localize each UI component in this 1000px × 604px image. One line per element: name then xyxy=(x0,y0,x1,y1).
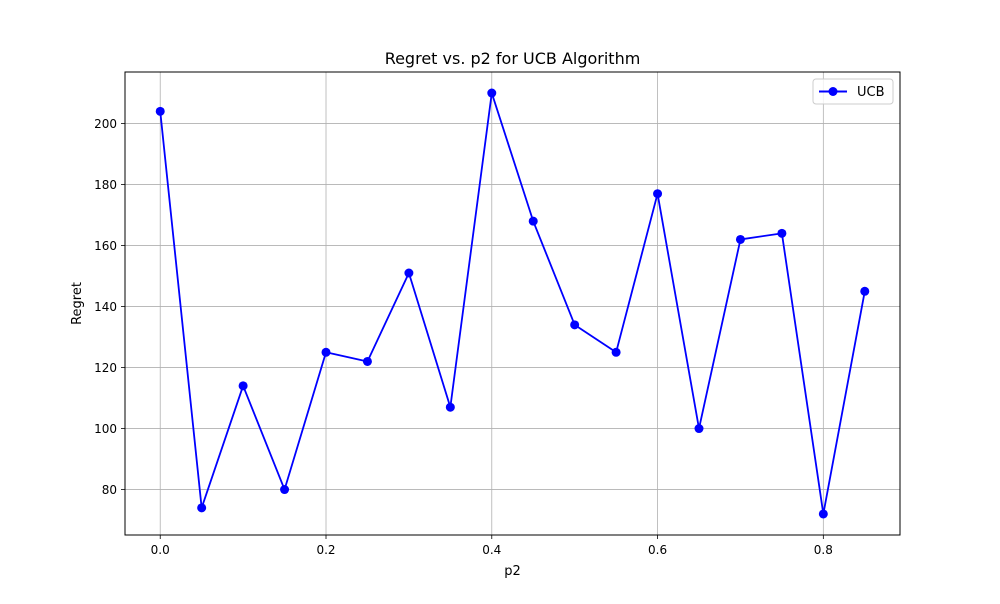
series-layer xyxy=(155,88,870,519)
chart-title: Regret vs. p2 for UCB Algorithm xyxy=(385,49,641,68)
data-point xyxy=(570,320,580,330)
x-tick-label: 0.8 xyxy=(814,543,833,557)
data-point xyxy=(653,189,663,199)
legend-label: UCB xyxy=(857,85,885,100)
data-point xyxy=(280,485,290,495)
data-point xyxy=(321,347,331,357)
data-point xyxy=(860,286,870,296)
x-tick-label: 0.0 xyxy=(151,543,170,557)
ticks-layer: 0.0 0.2 0.4 0.6 0.8 80 100 120 140 160 180 200 xyxy=(94,117,833,557)
x-axis-label: p2 xyxy=(504,564,521,579)
data-point xyxy=(694,424,704,434)
y-tick-label: 200 xyxy=(94,117,117,131)
x-tick-label: 0.4 xyxy=(482,543,501,557)
data-point xyxy=(818,509,828,519)
x-tick-label: 0.2 xyxy=(316,543,335,557)
data-point xyxy=(362,356,372,366)
grid-layer xyxy=(125,72,900,535)
legend-box xyxy=(812,78,894,105)
data-point xyxy=(777,228,787,238)
y-axis-label: Regret xyxy=(70,282,85,325)
series-line-ucb xyxy=(159,92,866,515)
x-tick-label: 0.6 xyxy=(648,543,667,557)
legend-marker-sample xyxy=(828,87,838,96)
plot-frame xyxy=(124,71,901,536)
data-point xyxy=(528,216,538,226)
y-tick-label: 120 xyxy=(94,361,117,375)
data-point xyxy=(735,234,745,244)
y-tick-label: 160 xyxy=(94,239,117,253)
data-point xyxy=(197,503,207,513)
y-tick-label: 140 xyxy=(94,300,117,314)
data-point xyxy=(611,347,621,357)
y-tick-label: 100 xyxy=(94,422,117,436)
data-point xyxy=(445,402,455,412)
legend: UCB xyxy=(812,78,894,105)
data-point xyxy=(487,88,497,98)
data-point xyxy=(404,268,414,278)
data-point xyxy=(155,106,165,116)
data-point xyxy=(238,381,248,391)
y-tick-label: 180 xyxy=(94,178,117,192)
y-tick-label: 80 xyxy=(102,483,117,497)
